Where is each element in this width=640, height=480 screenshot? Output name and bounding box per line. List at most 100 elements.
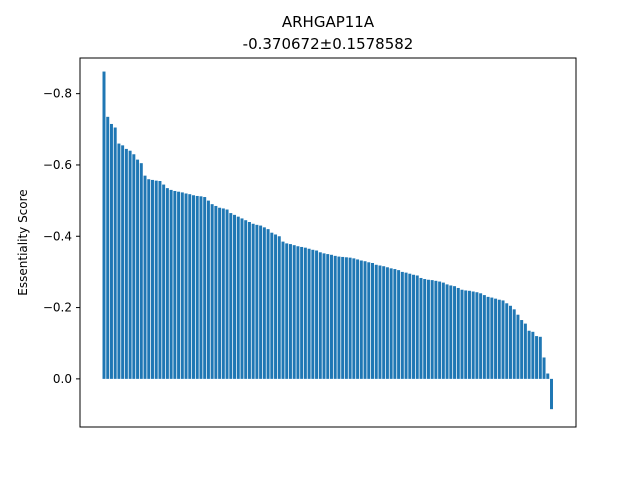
bar xyxy=(408,274,411,379)
bar xyxy=(244,220,247,379)
chart-subtitle: -0.370672±0.1578582 xyxy=(243,35,414,53)
bar xyxy=(490,298,493,379)
bar xyxy=(378,266,381,379)
bar xyxy=(315,251,318,379)
bar xyxy=(226,210,229,379)
bar xyxy=(308,249,311,379)
bar xyxy=(472,292,475,379)
bar xyxy=(502,300,505,378)
bar xyxy=(449,285,452,378)
bar xyxy=(233,215,236,379)
bar xyxy=(334,256,337,379)
bar xyxy=(446,284,449,378)
bar xyxy=(155,181,158,379)
bar xyxy=(103,72,106,379)
bar xyxy=(457,288,460,379)
bar xyxy=(546,374,549,379)
bar xyxy=(240,218,243,378)
bar xyxy=(431,280,434,379)
bar xyxy=(323,253,326,379)
bar xyxy=(386,267,389,379)
bar xyxy=(211,204,214,379)
bar xyxy=(509,306,512,379)
bar xyxy=(319,252,322,379)
bar xyxy=(129,151,132,379)
bar xyxy=(263,227,266,379)
bar xyxy=(177,192,180,379)
bar xyxy=(196,196,199,379)
bar xyxy=(326,254,329,379)
bar xyxy=(341,257,344,379)
bar xyxy=(550,379,553,409)
bar xyxy=(181,192,184,378)
bar xyxy=(106,117,109,379)
bar xyxy=(337,257,340,379)
bar xyxy=(520,320,523,379)
bar xyxy=(121,145,124,379)
bar xyxy=(218,208,221,379)
bar xyxy=(494,299,497,379)
bar xyxy=(278,236,281,379)
bar xyxy=(248,222,251,379)
bar xyxy=(345,257,348,379)
bar xyxy=(252,224,255,379)
bar xyxy=(300,247,303,379)
bar xyxy=(438,282,441,379)
bar xyxy=(483,295,486,379)
bar xyxy=(166,188,169,379)
bar xyxy=(285,243,288,378)
bar xyxy=(479,293,482,379)
bar xyxy=(505,303,508,379)
bar xyxy=(255,225,258,379)
bar xyxy=(207,201,210,379)
bar xyxy=(136,160,139,379)
bar xyxy=(117,144,120,379)
bar xyxy=(188,194,191,379)
bar xyxy=(304,248,307,379)
bar xyxy=(173,191,176,379)
bar xyxy=(162,185,165,379)
bar xyxy=(419,278,422,379)
bar xyxy=(151,180,154,379)
chart-title: ARHGAP11A xyxy=(282,13,375,31)
bar xyxy=(516,315,519,379)
bar xyxy=(528,331,531,379)
y-tick-label: 0.0 xyxy=(53,372,72,386)
bar xyxy=(330,255,333,379)
bar xyxy=(352,258,355,379)
bar xyxy=(367,262,370,379)
bar xyxy=(498,300,501,379)
bar xyxy=(114,128,117,379)
bar xyxy=(393,269,396,379)
bar xyxy=(475,292,478,379)
y-tick-label: −0.8 xyxy=(43,87,72,101)
y-tick-label: −0.6 xyxy=(43,158,72,172)
bar xyxy=(110,124,113,379)
bar xyxy=(289,244,292,379)
bar xyxy=(397,270,400,379)
bar xyxy=(375,265,378,379)
bar xyxy=(364,261,367,379)
bar xyxy=(349,258,352,379)
bar xyxy=(427,280,430,379)
bar xyxy=(487,297,490,379)
bar xyxy=(282,242,285,379)
bar xyxy=(434,281,437,379)
bar xyxy=(293,245,296,379)
bar xyxy=(140,163,143,379)
y-axis-label: Essentiality Score xyxy=(16,189,30,295)
bar xyxy=(416,275,419,378)
bar xyxy=(237,217,240,379)
bar xyxy=(203,197,206,379)
bar xyxy=(442,283,445,379)
bar xyxy=(222,208,225,378)
bar xyxy=(382,266,385,379)
bar xyxy=(461,290,464,379)
bar xyxy=(524,324,527,379)
bar xyxy=(259,226,262,379)
bar xyxy=(311,250,314,379)
bar xyxy=(185,193,188,378)
bar xyxy=(274,234,277,378)
bar xyxy=(158,181,161,379)
bar xyxy=(125,149,128,379)
